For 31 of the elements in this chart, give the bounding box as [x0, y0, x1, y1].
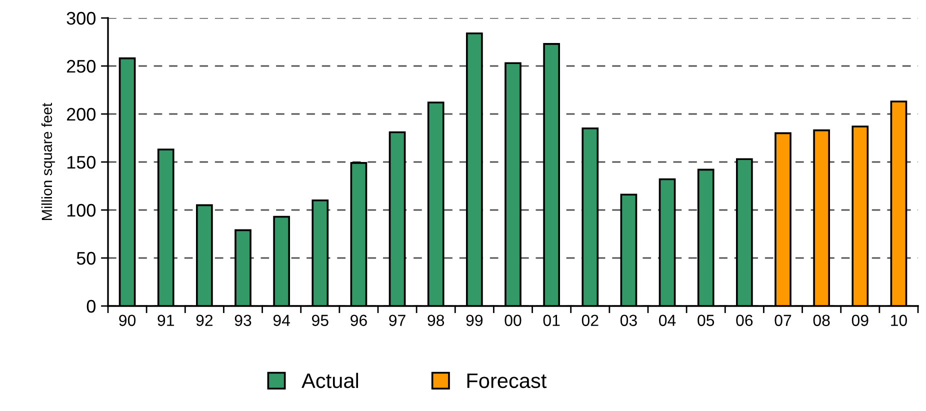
y-axis-title: Million square feet [41, 102, 55, 220]
x-tick-label: 98 [428, 314, 444, 326]
y-tick-label: 150 [67, 156, 96, 169]
y-tick-label: 0 [86, 300, 96, 313]
x-tick-label: 90 [119, 314, 136, 326]
x-tick-label: 05 [698, 314, 714, 326]
x-tick-label: 06 [736, 314, 753, 326]
x-tick-label: 93 [234, 314, 252, 326]
x-tick-label: 03 [620, 314, 637, 326]
x-tick-label: 07 [774, 314, 792, 326]
x-tick-label: 09 [852, 314, 868, 326]
x-tick-label: 04 [659, 314, 676, 326]
x-tick-label: 92 [196, 314, 213, 326]
y-tick-label: 50 [76, 252, 96, 265]
y-tick-label: 200 [66, 108, 96, 121]
x-tick-label: 01 [543, 314, 560, 326]
x-tick-label: 91 [158, 314, 174, 326]
y-tick-label: 250 [66, 60, 96, 73]
x-tick-label: 08 [813, 314, 830, 326]
x-tick-label: 96 [350, 314, 367, 326]
legend-label: Forecast [467, 374, 547, 388]
x-tick-label: 10 [891, 314, 907, 326]
x-tick-label: 94 [273, 314, 290, 326]
x-tick-label: 00 [504, 314, 522, 326]
x-tick-label: 97 [389, 314, 406, 326]
legend-label: Actual [302, 372, 358, 388]
x-tick-label: 95 [312, 314, 328, 326]
x-tick-label: 99 [466, 314, 483, 326]
y-tick-label: 300 [66, 12, 96, 25]
y-tick-label: 100 [67, 204, 96, 217]
x-tick-label: 02 [582, 314, 598, 326]
